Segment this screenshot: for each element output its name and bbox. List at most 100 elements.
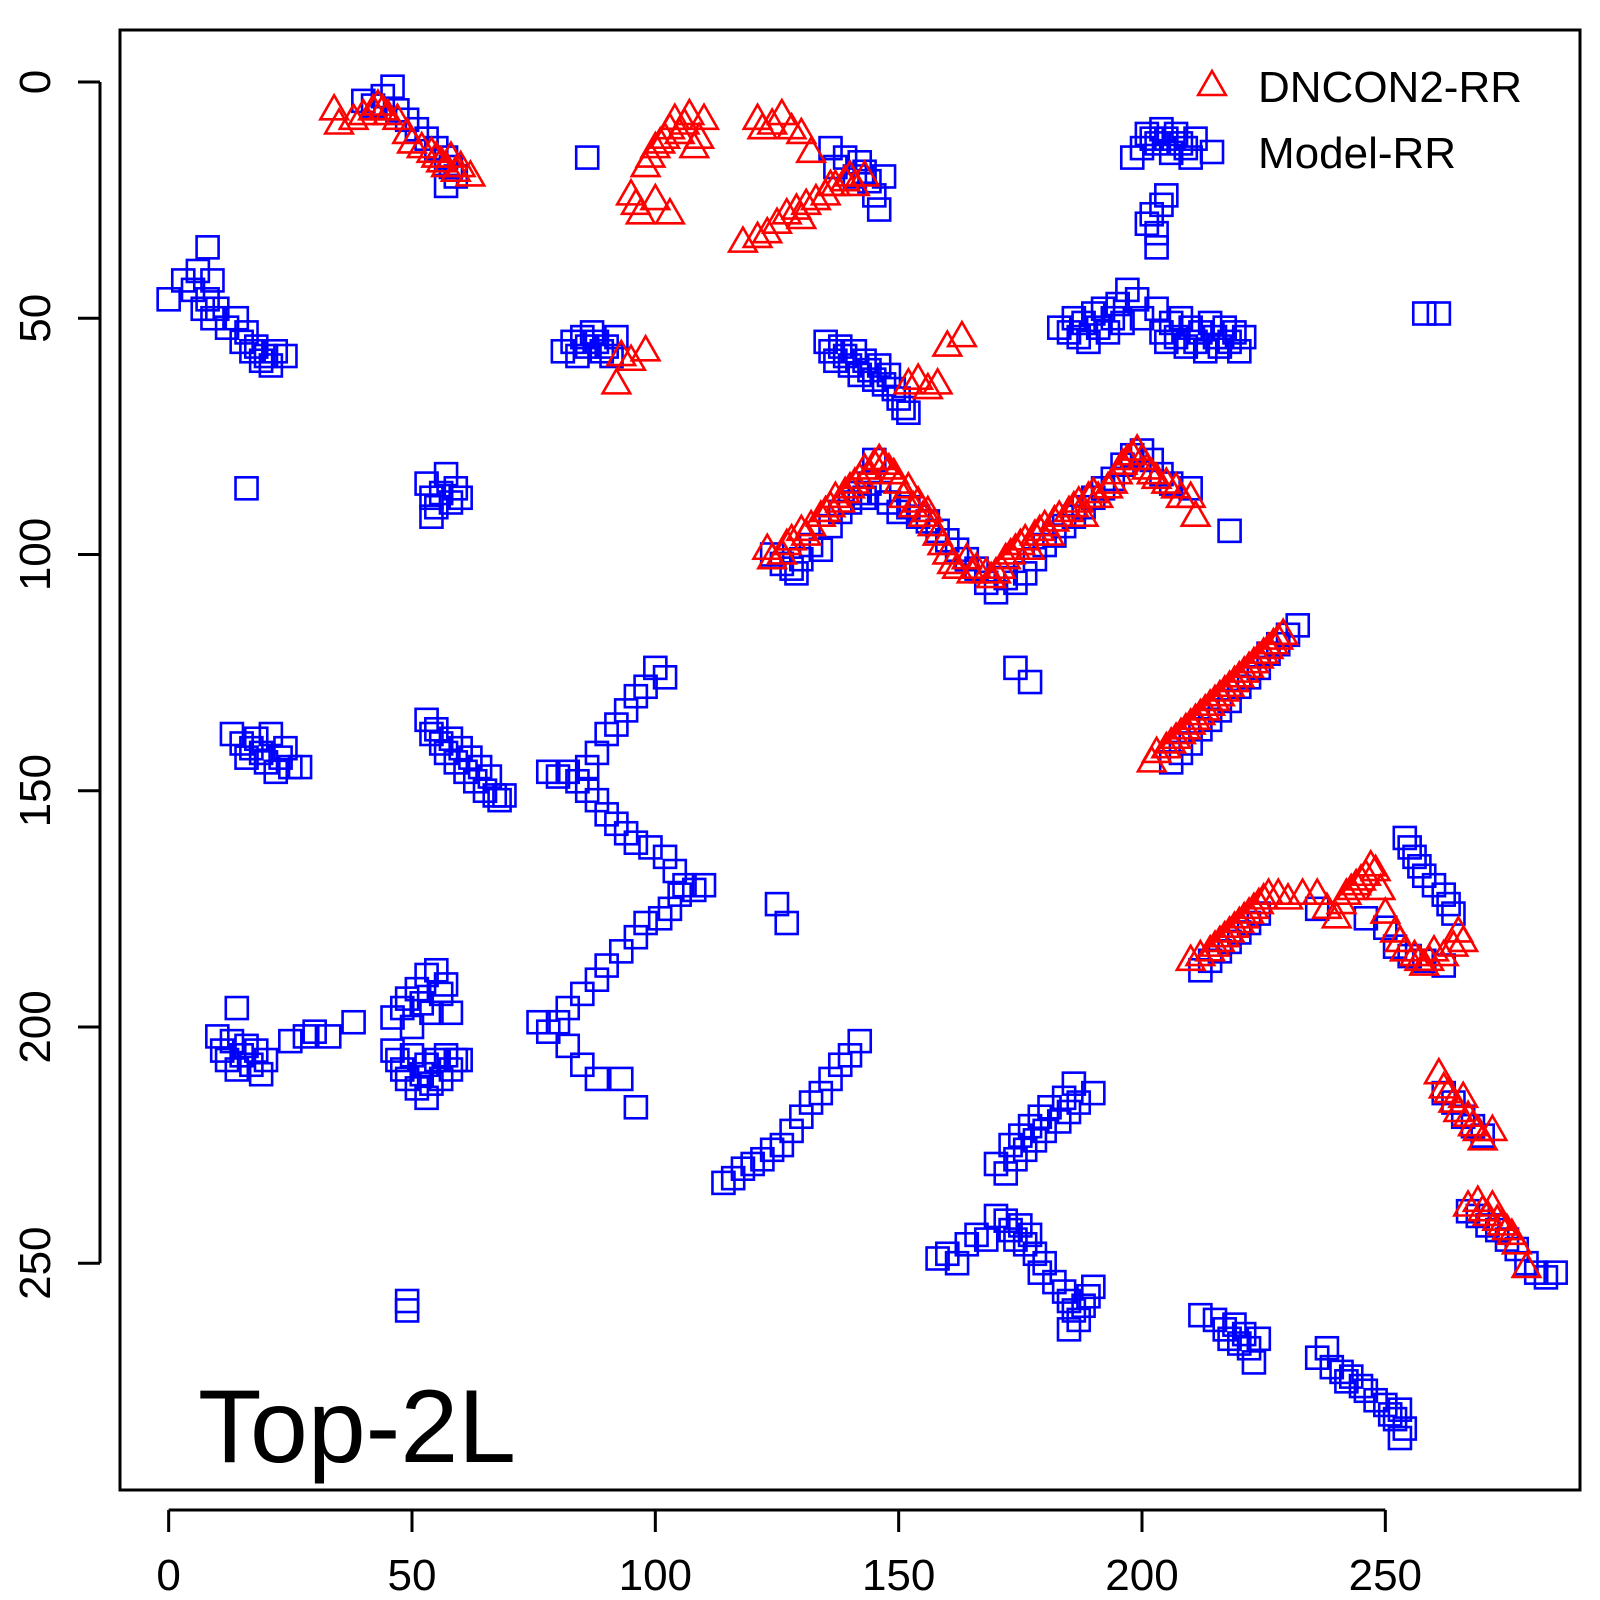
square-point (584, 1066, 610, 1092)
triangle-point (629, 333, 662, 362)
triangle-point (1223, 659, 1256, 688)
square-point (1110, 310, 1135, 336)
square-point (1387, 1425, 1413, 1451)
square-point (866, 197, 892, 222)
square-point (1081, 1080, 1106, 1106)
square-point (1407, 854, 1432, 879)
triangle-point (1330, 877, 1363, 905)
square-point (1056, 1317, 1082, 1342)
square-point (205, 1024, 230, 1049)
triangle-point (439, 154, 472, 183)
triangle-point (347, 97, 380, 126)
triangle-point (1184, 697, 1217, 726)
triangle-point (799, 182, 832, 211)
square-point (487, 787, 512, 813)
triangle-point (1194, 688, 1227, 716)
triangle-point (683, 121, 716, 149)
square-point (1061, 1071, 1087, 1096)
square-point (316, 1024, 342, 1049)
legend-square-icon (1199, 139, 1225, 165)
square-point (234, 476, 259, 501)
square-point (433, 972, 459, 997)
triangle-point (795, 508, 828, 537)
x-axis: 0 50 100 150 200 250 (156, 1508, 1422, 1600)
triangle-point (1427, 1070, 1460, 1099)
triangle-point (1271, 881, 1305, 910)
triangle-point (322, 106, 356, 135)
triangle-point (809, 494, 842, 523)
square-point (1411, 301, 1437, 326)
triangle-point (1456, 1108, 1489, 1137)
square-point (1124, 287, 1150, 312)
triangle-point (726, 225, 759, 253)
square-point (1188, 1302, 1213, 1328)
triangle-point (848, 451, 881, 480)
square-point (341, 1009, 366, 1035)
triangle-point (1466, 1122, 1499, 1151)
triangle-point (892, 470, 925, 499)
triangle-point (1213, 914, 1246, 943)
square-point (1017, 1222, 1043, 1248)
triangle-point (1447, 1080, 1480, 1109)
square-point (200, 268, 225, 293)
y-tick-label: 250 (11, 1226, 60, 1299)
triangle-point (1237, 645, 1270, 674)
square-point (1436, 891, 1461, 917)
triangle-point (454, 158, 487, 187)
triangle-point (994, 536, 1027, 565)
panel-annotation: Top-2L (198, 1369, 516, 1485)
triangle-point (1340, 867, 1373, 896)
square-point (584, 967, 610, 993)
triangle-point (756, 106, 789, 135)
triangle-point (639, 130, 672, 159)
triangle-point (1490, 1212, 1524, 1241)
y-axis: 0 50 100 150 200 250 (11, 70, 102, 1300)
square-point (1154, 183, 1179, 208)
triangle-point (804, 499, 837, 527)
triangle-point (1301, 877, 1334, 905)
triangle-point (1155, 725, 1188, 754)
square-point (652, 665, 678, 690)
triangle-point (1198, 683, 1232, 712)
square-point (287, 754, 313, 780)
triangle-point (1067, 499, 1100, 527)
square-point (1543, 1260, 1568, 1285)
square-point (691, 872, 717, 898)
triangle-point (1052, 494, 1086, 523)
triangle-point (1247, 636, 1280, 664)
triangle-point (425, 144, 458, 173)
triangle-point (1091, 470, 1124, 499)
triangle-point (975, 560, 1008, 589)
square-point (224, 1057, 250, 1082)
triangle-point (1427, 938, 1460, 967)
square-point (1144, 296, 1169, 322)
triangle-point (833, 470, 867, 499)
square-point (273, 343, 298, 369)
triangle-point (795, 135, 828, 164)
triangle-point (1179, 499, 1212, 527)
square-point (555, 1033, 581, 1059)
triangle-point (945, 319, 978, 348)
square-point (399, 1014, 425, 1040)
square-point (258, 721, 284, 747)
x-tick-label: 200 (1105, 1551, 1178, 1600)
triangle-point (1447, 924, 1480, 953)
square-point (302, 1019, 327, 1044)
triangle-point (1223, 905, 1256, 934)
triangle-point (1043, 499, 1076, 527)
triangle-point (381, 102, 414, 131)
triangle-point (1242, 640, 1275, 669)
triangle-point (1452, 1188, 1485, 1217)
triangle-point (751, 215, 784, 244)
square-point (711, 1170, 736, 1196)
square-point (394, 1298, 420, 1323)
square-point (896, 400, 921, 426)
triangle-point (1369, 895, 1402, 924)
triangle-point (1106, 447, 1139, 475)
triangle-point (765, 97, 798, 126)
square-point (185, 258, 211, 284)
triangle-point (1164, 716, 1197, 745)
y-tick-label: 200 (11, 990, 60, 1063)
triangle-point (819, 480, 852, 509)
square-point (443, 476, 469, 501)
